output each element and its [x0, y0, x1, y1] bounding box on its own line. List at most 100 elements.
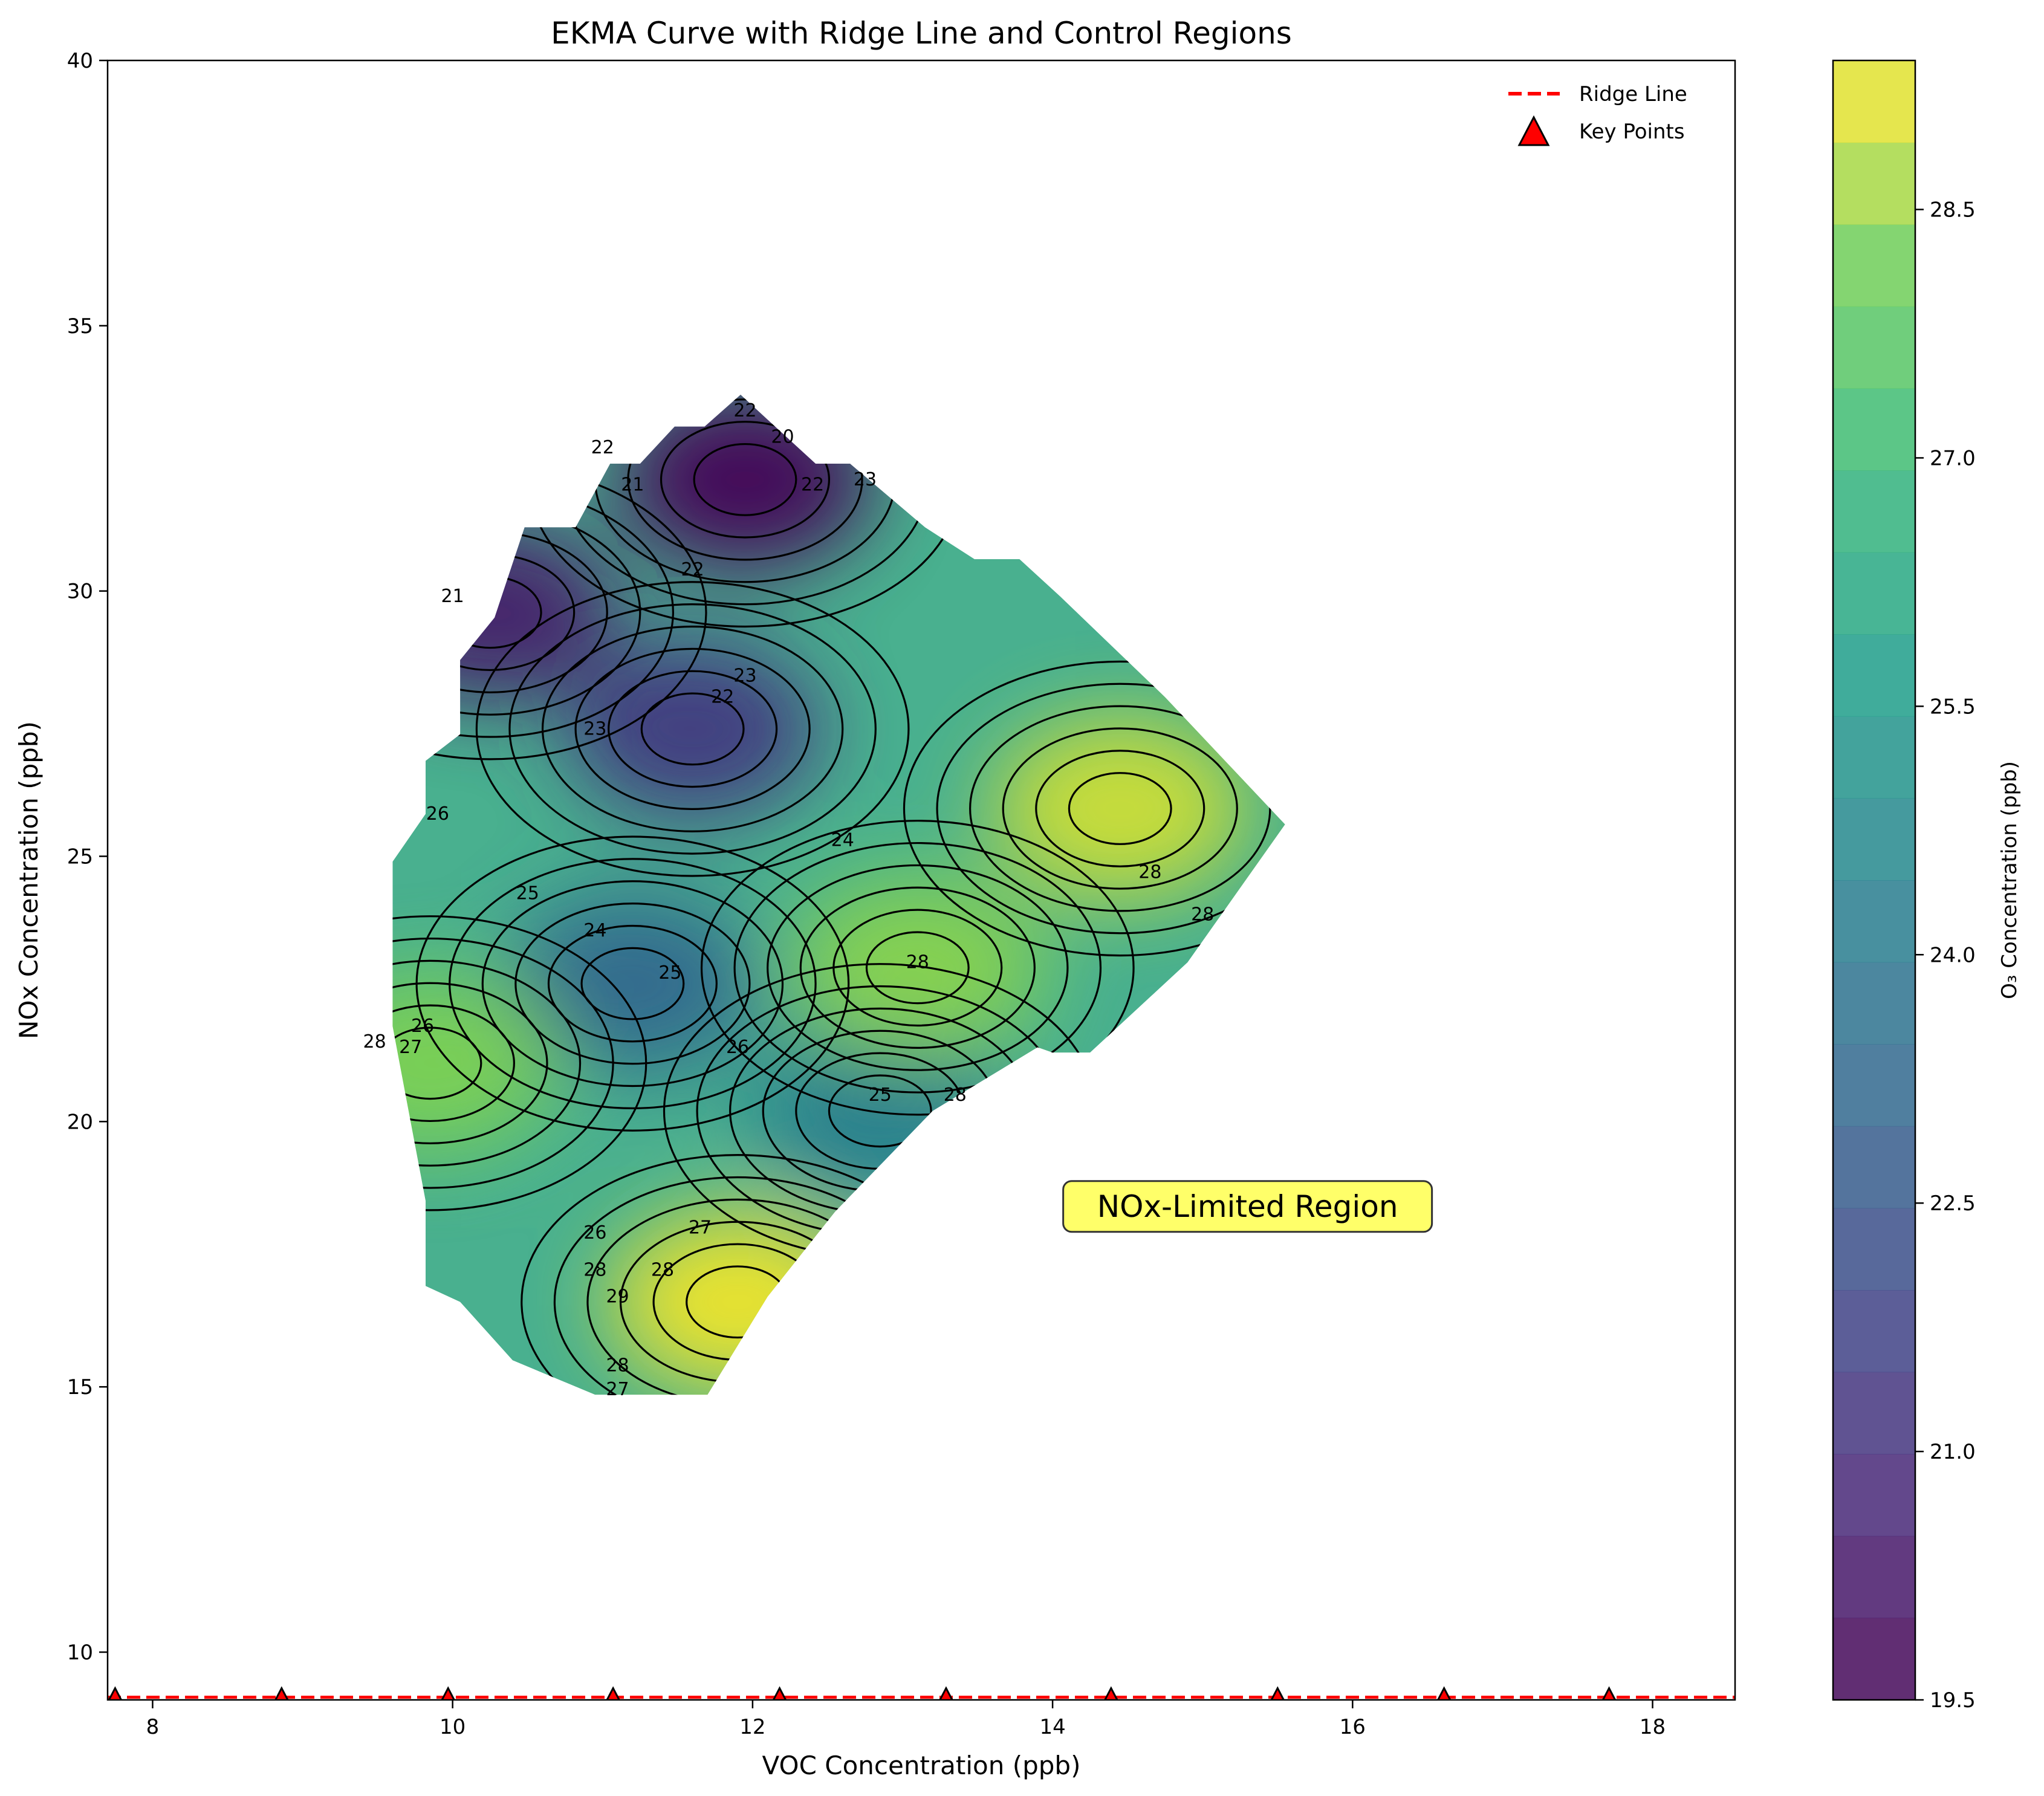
contour-label-1: 20 — [771, 427, 794, 448]
contour-label-31: 27 — [606, 1379, 629, 1400]
contour-label-19: 26 — [411, 1016, 434, 1037]
x-tick-label-5: 18 — [1640, 1715, 1666, 1739]
legend: Ridge Line Key Points — [1508, 82, 1687, 146]
field-peak-8 — [392, 973, 558, 1154]
contour-line-6-6 — [700, 820, 1135, 1116]
contour-line-3-3 — [514, 903, 751, 1065]
y-tick-label-3: 25 — [67, 845, 93, 869]
legend-ridge-label: Ridge Line — [1579, 82, 1687, 106]
contour-line-5-4 — [969, 705, 1271, 912]
colorbar-title: O₃ Concentration (ppb) — [1997, 761, 2022, 999]
contour-label-28: 28 — [651, 1260, 674, 1281]
contour-line-3-1 — [580, 947, 685, 1020]
contour-line-6-4 — [767, 864, 1069, 1071]
colorbar-band-3 — [1833, 1372, 1915, 1454]
contour-label-2: 22 — [591, 437, 614, 458]
o3-region-fill — [392, 394, 1285, 1395]
x-axis: 8 10 12 14 16 18 — [146, 1700, 1666, 1739]
field-peak-3 — [505, 893, 761, 1074]
key-point-2 — [441, 1686, 455, 1700]
annotation-box — [1062, 1180, 1433, 1233]
x-tick-label-0: 8 — [146, 1715, 160, 1739]
contour-line-8-5 — [392, 937, 614, 1189]
contour-line-6-1 — [865, 931, 970, 1005]
contour-label-15: 25 — [658, 962, 681, 984]
contour-line-6-2 — [832, 909, 1003, 1027]
y-tick-label-4: 30 — [67, 580, 93, 604]
contour-line-8-4 — [392, 959, 582, 1167]
contour-label-25: 26 — [583, 1222, 606, 1243]
y-tick-label-2: 20 — [67, 1110, 93, 1134]
colorbar-tick-label-5: 27.0 — [1930, 446, 1976, 470]
colorbar-band-4 — [1833, 1290, 1915, 1373]
colorbar-tick-label-1: 21.0 — [1930, 1440, 1976, 1464]
contour-line-8-1 — [392, 1026, 482, 1100]
contour-line-5-6 — [903, 660, 1285, 957]
key-point-7 — [1270, 1686, 1285, 1700]
colorbar-band-18 — [1833, 142, 1915, 225]
contour-line-2-4 — [541, 625, 844, 832]
contour-line-2-5 — [508, 603, 877, 855]
key-point-1 — [274, 1686, 289, 1700]
y-tick-label-5: 35 — [67, 314, 93, 339]
contour-line-4-1 — [828, 1074, 932, 1148]
x-tick-label-4: 16 — [1340, 1715, 1366, 1739]
contour-line-3-2 — [547, 924, 718, 1043]
contour-line-5-1 — [1068, 772, 1172, 845]
chart-title: EKMA Curve with Ridge Line and Control R… — [551, 16, 1292, 51]
colorbar-band-15 — [1833, 388, 1915, 471]
contour-label-4: 22 — [801, 475, 824, 496]
contour-label-18: 28 — [1191, 904, 1214, 926]
contour-label-3: 21 — [621, 475, 644, 496]
key-point-9 — [1601, 1686, 1617, 1700]
colorbar-band-11 — [1833, 716, 1915, 799]
contour-line-0-1 — [693, 443, 797, 516]
contour-line-2-2 — [608, 670, 778, 788]
legend-keypoints-swatch — [1517, 115, 1550, 146]
y-axis: 10 15 20 25 30 35 40 — [67, 49, 108, 1665]
x-axis-title: VOC Concentration (ppb) — [762, 1751, 1081, 1780]
x-tick-label-3: 14 — [1039, 1715, 1065, 1739]
key-point-0 — [108, 1686, 123, 1700]
contour-label-8: 23 — [733, 666, 756, 687]
contour-label-24: 28 — [944, 1084, 967, 1106]
contour-line-3-4 — [481, 880, 784, 1088]
colorbar-band-2 — [1833, 1454, 1915, 1537]
contour-line-5-2 — [1035, 750, 1205, 867]
contour-label-7: 21 — [441, 586, 464, 607]
contour-label-21: 28 — [363, 1031, 386, 1052]
contour-line-8-3 — [392, 982, 548, 1144]
colorbar-band-1 — [1833, 1535, 1915, 1618]
colorbar-band-7 — [1833, 1044, 1915, 1127]
contour-label-17: 28 — [1138, 861, 1161, 883]
colorbar-band-6 — [1833, 1126, 1915, 1208]
contour-label-23: 25 — [869, 1084, 892, 1106]
contour-label-12: 24 — [831, 830, 854, 851]
contour-line-0-3 — [627, 398, 863, 561]
contour-label-26: 27 — [689, 1217, 712, 1238]
colorbar-band-14 — [1833, 470, 1915, 553]
contour-label-20: 27 — [399, 1037, 422, 1058]
contour-line-6-5 — [733, 841, 1102, 1094]
contour-line-2-1 — [640, 692, 745, 766]
colorbar-tick-label-4: 25.5 — [1930, 695, 1976, 719]
colorbar-tick-label-3: 24.0 — [1930, 943, 1976, 967]
contour-label-16: 28 — [906, 952, 929, 973]
colorbar-band-5 — [1833, 1208, 1915, 1291]
field-peak-5 — [992, 718, 1248, 899]
colorbar: 19.5 21.0 22.5 24.0 25.5 27.0 28.5 O₃ Concentr… — [1832, 59, 2022, 1713]
contour-line-2-3 — [574, 647, 811, 810]
contour-label-29: 29 — [606, 1286, 629, 1307]
colorbar-band-9 — [1833, 880, 1915, 963]
colorbar-tick-label-2: 22.5 — [1930, 1191, 1976, 1216]
colorbar-band-12 — [1833, 634, 1915, 717]
x-tick-label-2: 12 — [739, 1715, 765, 1739]
contour-line-5-3 — [1002, 727, 1238, 890]
annotation-text: NOx-Limited Region — [1097, 1189, 1398, 1224]
contour-label-30: 28 — [606, 1355, 629, 1376]
colorbar-tick-label-6: 28.5 — [1930, 198, 1976, 222]
colorbar-band-16 — [1833, 306, 1915, 389]
key-point-5 — [939, 1686, 953, 1700]
